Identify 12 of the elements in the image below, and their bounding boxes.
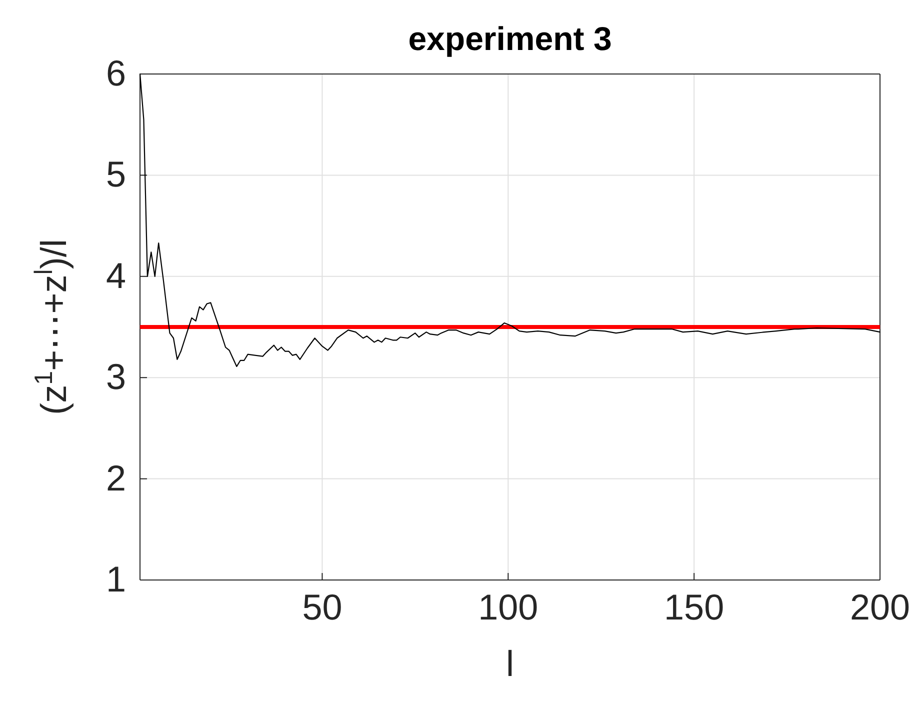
y-tick-label: 5 — [106, 154, 126, 195]
y-tick-label: 6 — [106, 52, 126, 94]
x-axis-title: l — [506, 643, 514, 684]
x-tick-label: 50 — [302, 586, 342, 628]
y-tick-label: 3 — [106, 356, 126, 398]
chart-title: experiment 3 — [408, 20, 612, 57]
x-tick-label: 100 — [478, 586, 538, 628]
y-tick-label: 2 — [106, 457, 126, 498]
x-tick-label: 150 — [664, 586, 724, 628]
y-tick-label: 1 — [106, 558, 126, 600]
y-tick-label: 4 — [106, 254, 126, 296]
x-tick-label: 200 — [850, 586, 910, 628]
